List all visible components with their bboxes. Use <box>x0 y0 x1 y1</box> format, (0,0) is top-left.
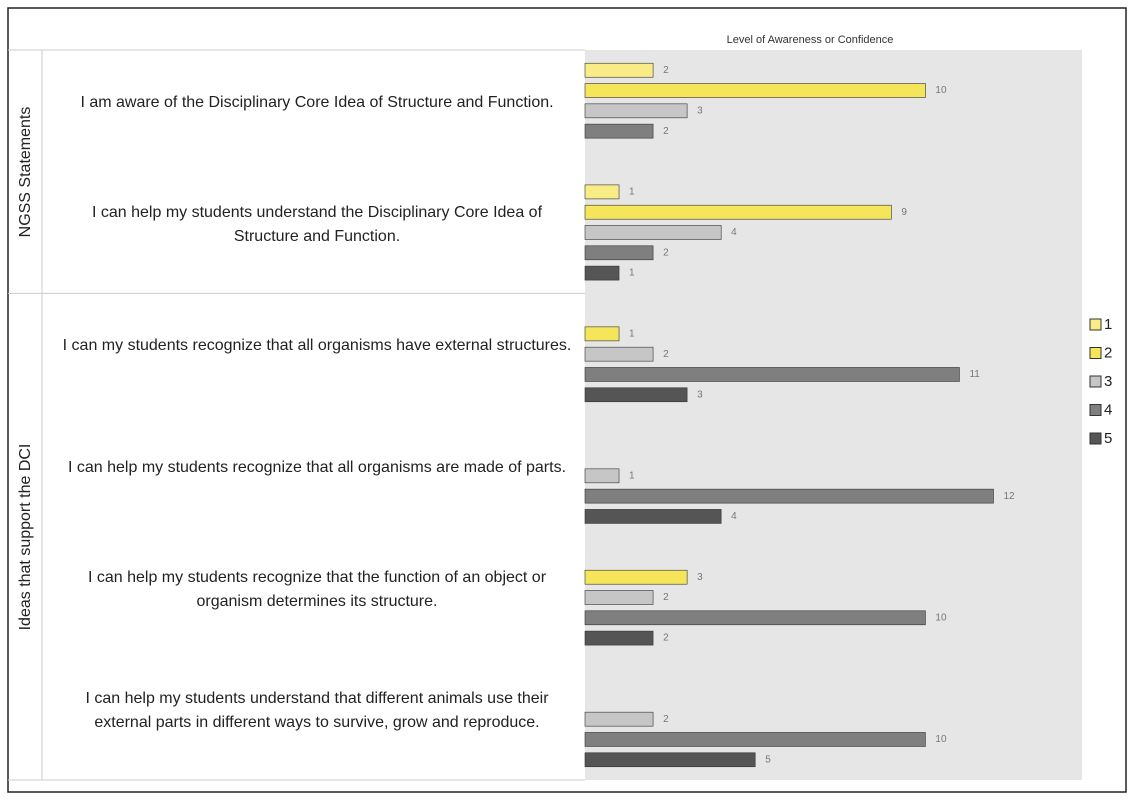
bar <box>584 184 620 200</box>
legend-label: 4 <box>1104 401 1112 418</box>
bar <box>584 509 722 524</box>
bar <box>584 610 926 626</box>
bar <box>584 387 688 403</box>
legend-label: 2 <box>1104 344 1112 361</box>
value-label: 3 <box>697 572 703 583</box>
value-label: 2 <box>663 714 669 725</box>
bar <box>584 630 654 646</box>
bar <box>584 569 688 585</box>
bar <box>584 468 620 484</box>
value-label: 5 <box>765 754 771 765</box>
legend-label: 3 <box>1104 373 1112 390</box>
bar <box>584 123 654 139</box>
value-label: 11 <box>969 369 980 380</box>
bar <box>584 488 994 504</box>
group-label: NGSS Statements <box>17 106 34 238</box>
bar <box>584 225 722 240</box>
value-label: 2 <box>663 247 669 258</box>
legend-swatch <box>1089 375 1102 388</box>
value-label: 2 <box>663 592 669 603</box>
value-label: 2 <box>663 65 669 76</box>
value-label: 1 <box>629 470 635 481</box>
bar <box>584 711 654 727</box>
bar <box>584 367 960 382</box>
category-label: I can help my students understand that d… <box>85 690 549 732</box>
value-label: 1 <box>629 268 635 279</box>
legend-swatch <box>1089 432 1102 445</box>
bar <box>584 204 892 220</box>
category-label: I can help my students recognize that th… <box>87 568 547 610</box>
value-label: 2 <box>663 126 669 137</box>
legend-swatch <box>1089 404 1102 416</box>
category-label: I am aware of the Disciplinary Core Idea… <box>80 93 554 111</box>
bar <box>584 62 654 78</box>
plot-area <box>585 50 1082 780</box>
legend-swatch <box>1089 318 1102 331</box>
value-label: 12 <box>1003 491 1015 502</box>
legend-label: 1 <box>1104 316 1112 333</box>
value-label: 10 <box>935 85 947 96</box>
value-label: 4 <box>731 511 737 522</box>
bar <box>584 326 620 342</box>
bar <box>584 590 654 605</box>
value-label: 1 <box>629 329 635 340</box>
bar <box>584 103 688 119</box>
bar <box>584 83 926 98</box>
bar <box>584 346 654 362</box>
chart-title: Level of Awareness or Confidence <box>727 34 894 46</box>
value-label: 10 <box>935 612 947 623</box>
value-label: 9 <box>901 207 907 218</box>
value-label: 3 <box>697 105 703 116</box>
value-label: 2 <box>663 349 669 360</box>
legend-label: 5 <box>1104 430 1112 447</box>
value-label: 10 <box>935 734 947 745</box>
group-label: Ideas that support the DCI <box>17 443 34 631</box>
category-label: I can my students recognize that all org… <box>62 337 572 355</box>
bar <box>584 732 926 747</box>
legend-swatch <box>1089 347 1102 359</box>
frame <box>7 7 1127 793</box>
value-label: 4 <box>731 227 737 238</box>
category-label: I can help my students understand the Di… <box>91 203 543 245</box>
category-label: I can help my students recognize that al… <box>67 458 567 476</box>
bar <box>584 752 756 768</box>
value-label: 3 <box>697 389 703 400</box>
value-label: 1 <box>629 187 635 198</box>
bar <box>584 265 620 281</box>
value-label: 2 <box>663 633 669 644</box>
bar <box>584 245 654 261</box>
